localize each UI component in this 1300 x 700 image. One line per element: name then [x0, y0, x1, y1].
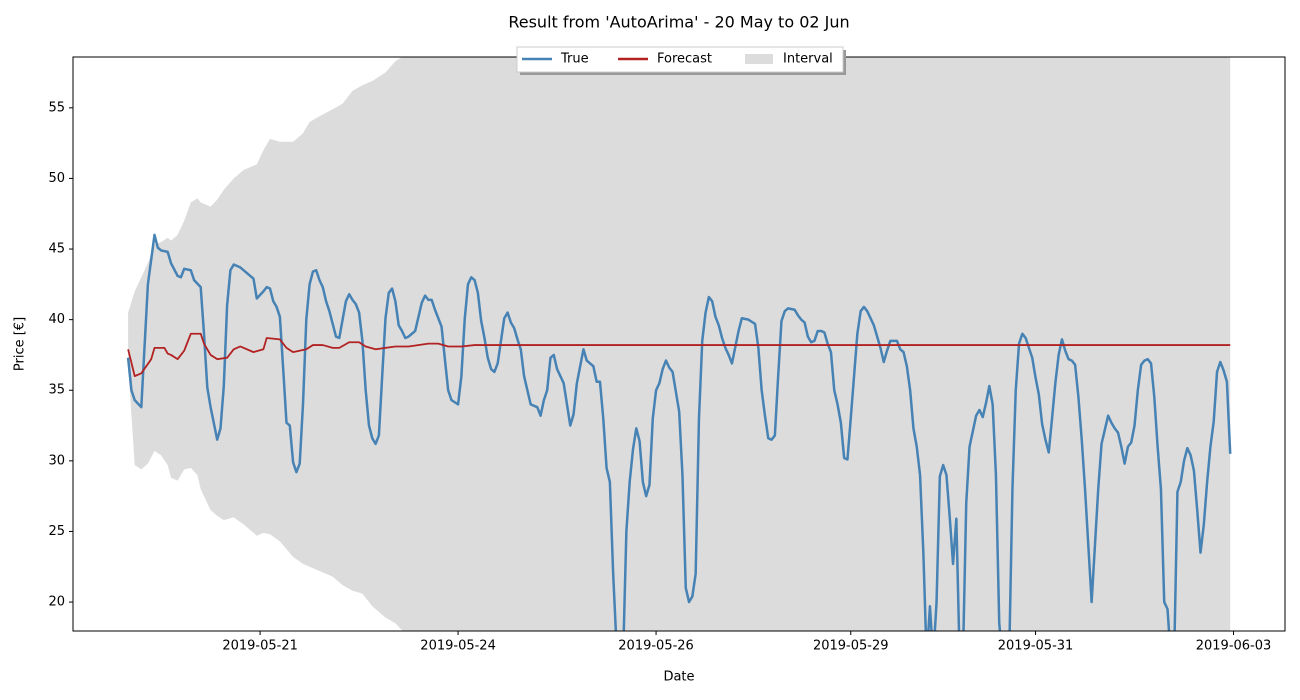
- series-line: [126, 233, 1232, 631]
- x-tick-label: 2019-06-03: [1196, 639, 1272, 654]
- x-tick-label: 2019-05-31: [998, 639, 1074, 654]
- x-tick-label: 2019-05-21: [222, 639, 298, 654]
- y-tick-label: 50: [48, 171, 65, 186]
- y-tick-label: 35: [48, 383, 65, 398]
- y-tick-label: 20: [48, 595, 65, 610]
- x-tick-label: 2019-05-24: [420, 639, 496, 654]
- x-axis-label: Date: [663, 670, 694, 685]
- y-axis-label: Price [€]: [13, 317, 28, 371]
- legend-swatch: [745, 54, 773, 64]
- y-tick-label: 55: [48, 100, 65, 115]
- interval-band: [128, 57, 1231, 631]
- y-tick-label: 45: [48, 242, 65, 257]
- chart-title: Result from 'AutoArima' - 20 May to 02 J…: [508, 13, 849, 32]
- series-line: [127, 332, 1231, 378]
- legend-label: True: [560, 52, 589, 67]
- x-tick-label: 2019-05-29: [813, 639, 889, 654]
- y-tick-label: 30: [48, 453, 65, 468]
- legend-box: [516, 46, 844, 73]
- y-tick-label: 25: [48, 524, 65, 539]
- legend-label: Interval: [783, 52, 833, 67]
- legend: True Forecast Interval: [516, 46, 846, 75]
- y-tick-label: 40: [48, 312, 65, 327]
- plot-area: [126, 57, 1232, 631]
- legend-label: Forecast: [657, 52, 712, 67]
- x-tick-label: 2019-05-26: [618, 639, 694, 654]
